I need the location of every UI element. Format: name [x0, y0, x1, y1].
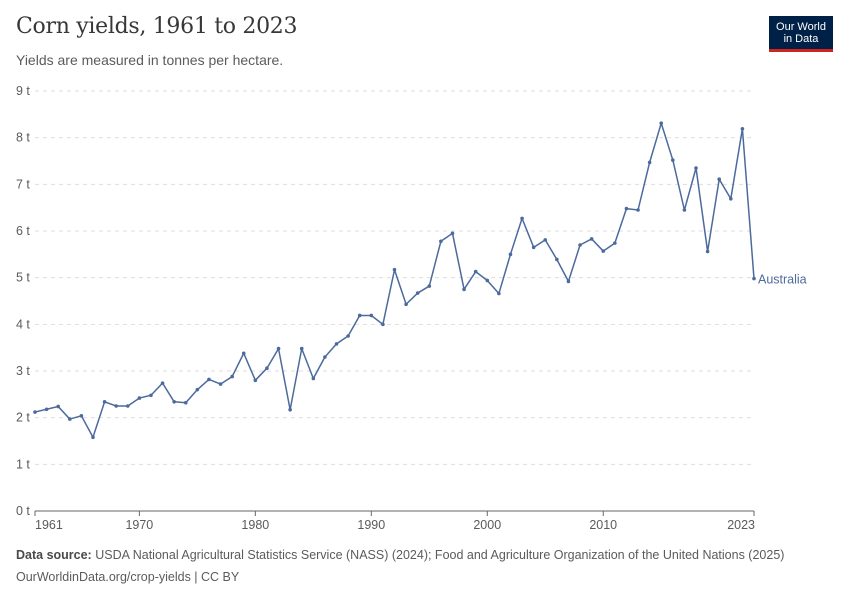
data-point: [752, 276, 756, 281]
data-point: [450, 231, 455, 236]
data-point: [346, 334, 350, 338]
line-chart: 0 t 1 t 2 t 3 t 4 t 5 t 6 t 7 t 8 t 9 t 1961 1970 19…: [16, 84, 807, 532]
x-tick-label: 1990: [357, 518, 385, 532]
data-point: [102, 400, 107, 404]
y-tick-label: 1 t: [16, 457, 30, 471]
data-point: [624, 206, 629, 211]
source-url[interactable]: OurWorldinData.org/crop-yields | CC BY: [16, 570, 240, 584]
data-point: [149, 393, 153, 398]
x-tick-label: 1961: [35, 518, 63, 532]
data-point: [114, 404, 118, 408]
chart-title: Corn yields, 1961 to 2023: [16, 14, 298, 39]
data-point: [137, 396, 142, 400]
data-point: [497, 291, 501, 296]
data-point: [508, 252, 513, 257]
data-point: [589, 237, 594, 241]
data-source-label: Data source:: [16, 548, 92, 562]
data-point: [473, 269, 478, 274]
data-point: [91, 435, 95, 440]
y-tick-label: 4 t: [16, 317, 30, 331]
data-point: [404, 302, 408, 307]
data-point: [183, 400, 188, 405]
data-point: [195, 387, 200, 392]
data-point: [172, 400, 176, 404]
data-point: [682, 208, 687, 212]
data-point: [671, 158, 675, 162]
y-tick-label: 3 t: [16, 364, 30, 378]
data-point: [56, 404, 60, 409]
series-label: Australia: [758, 273, 807, 287]
data-point: [323, 355, 327, 359]
data-point: [311, 376, 316, 381]
x-tick-label: 2010: [589, 518, 617, 532]
data-point: [717, 177, 722, 181]
data-point: [555, 257, 559, 262]
x-tick-label: 2000: [473, 518, 501, 532]
data-point: [427, 284, 432, 288]
y-tick-label: 5 t: [16, 271, 30, 285]
data-point: [381, 322, 385, 327]
data-point: [729, 197, 733, 201]
data-point: [218, 382, 223, 386]
data-point: [299, 346, 304, 351]
data-point: [253, 378, 258, 383]
y-tick-label: 2 t: [16, 411, 30, 425]
data-point: [531, 245, 536, 250]
data-point: [230, 374, 234, 379]
data-point: [520, 216, 524, 221]
data-point: [613, 241, 617, 245]
data-point: [33, 410, 37, 414]
data-point: [694, 166, 698, 170]
y-tick-label: 8 t: [16, 131, 30, 145]
owid-logo[interactable]: Our World in Data: [769, 16, 833, 52]
x-tick-label: 1980: [241, 518, 269, 532]
data-point: [415, 291, 420, 295]
data-point: [207, 377, 211, 382]
data-point: [543, 238, 548, 242]
data-point: [740, 127, 745, 131]
data-point: [44, 407, 49, 412]
logo-line-2: in Data: [783, 33, 819, 45]
data-source-note: Data source: USDA National Agricultural …: [16, 548, 784, 562]
data-point: [705, 249, 710, 254]
data-point: [485, 278, 490, 283]
data-point: [288, 407, 292, 412]
data-point: [334, 342, 339, 346]
data-point: [79, 414, 84, 418]
data-point: [647, 160, 652, 165]
chart-subtitle: Yields are measured in tonnes per hectar…: [16, 52, 284, 68]
data-point: [369, 313, 374, 318]
x-tick-label: 2023: [727, 518, 755, 532]
data-point: [125, 404, 130, 408]
data-source-text: USDA National Agricultural Statistics Se…: [95, 548, 785, 562]
data-point: [392, 267, 397, 272]
y-tick-label: 7 t: [16, 177, 30, 191]
data-point: [636, 208, 640, 212]
data-point: [462, 287, 466, 292]
y-tick-label: 6 t: [16, 224, 30, 238]
series-line: [34, 122, 755, 439]
y-tick-label: 0 t: [16, 504, 30, 518]
data-point: [276, 346, 281, 351]
data-point: [265, 366, 269, 371]
data-point: [357, 313, 362, 318]
x-tick-label: 1970: [125, 518, 153, 532]
data-point: [566, 279, 571, 284]
data-point: [659, 121, 664, 125]
data-point: [241, 351, 246, 356]
y-tick-label: 9 t: [16, 84, 30, 98]
data-point: [67, 417, 72, 421]
data-point: [601, 249, 606, 253]
logo-line-1: Our World: [776, 21, 826, 33]
data-point: [439, 239, 443, 244]
data-point: [578, 243, 582, 247]
data-point: [160, 381, 165, 385]
